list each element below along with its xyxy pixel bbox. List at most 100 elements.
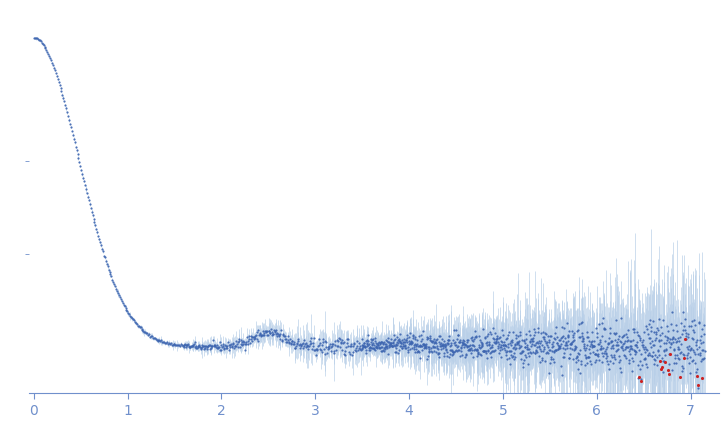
Point	[331, 343, 343, 350]
Point	[223, 341, 234, 348]
Point	[512, 339, 523, 346]
Point	[535, 348, 547, 355]
Point	[614, 356, 626, 363]
Point	[325, 343, 337, 350]
Point	[587, 342, 599, 349]
Point	[540, 349, 552, 356]
Point	[404, 341, 415, 348]
Point	[577, 337, 589, 344]
Point	[392, 350, 404, 357]
Point	[640, 322, 652, 329]
Point	[424, 347, 436, 354]
Point	[404, 346, 416, 353]
Point	[473, 342, 485, 349]
Point	[396, 342, 407, 349]
Point	[156, 339, 168, 346]
Point	[448, 336, 460, 343]
Point	[470, 333, 482, 340]
Point	[511, 340, 523, 347]
Point	[492, 333, 503, 340]
Point	[69, 139, 81, 146]
Point	[642, 330, 653, 337]
Point	[466, 333, 478, 340]
Point	[678, 355, 690, 362]
Point	[635, 377, 647, 384]
Point	[688, 349, 700, 356]
Point	[600, 350, 612, 357]
Point	[282, 333, 293, 340]
Point	[692, 336, 703, 343]
Point	[368, 344, 380, 351]
Point	[99, 254, 110, 261]
Point	[277, 337, 288, 344]
Point	[288, 338, 300, 345]
Point	[415, 341, 426, 348]
Point	[596, 350, 608, 357]
Point	[545, 354, 557, 361]
Point	[675, 340, 687, 347]
Point	[514, 349, 526, 356]
Point	[404, 329, 416, 336]
Point	[425, 335, 436, 342]
Point	[656, 366, 667, 373]
Point	[50, 70, 62, 77]
Point	[537, 341, 548, 348]
Point	[486, 342, 498, 349]
Point	[503, 329, 515, 336]
Point	[466, 346, 478, 353]
Point	[695, 337, 706, 344]
Point	[481, 339, 492, 346]
Point	[415, 337, 427, 344]
Point	[178, 343, 189, 350]
Point	[547, 343, 559, 350]
Point	[105, 273, 117, 280]
Point	[433, 339, 444, 346]
Point	[314, 340, 326, 347]
Point	[510, 332, 521, 339]
Point	[506, 336, 518, 343]
Point	[637, 341, 648, 348]
Point	[401, 334, 412, 341]
Point	[397, 343, 409, 350]
Point	[382, 335, 393, 342]
Point	[428, 343, 440, 350]
Point	[414, 342, 425, 349]
Point	[500, 342, 512, 349]
Point	[425, 344, 437, 351]
Point	[295, 342, 307, 349]
Point	[615, 339, 627, 346]
Point	[352, 347, 364, 354]
Point	[84, 200, 96, 207]
Point	[482, 348, 494, 355]
Point	[621, 344, 633, 351]
Point	[618, 340, 629, 347]
Point	[632, 361, 644, 368]
Point	[695, 339, 706, 346]
Point	[123, 311, 135, 318]
Point	[401, 336, 412, 343]
Point	[267, 331, 279, 338]
Point	[54, 85, 66, 92]
Point	[231, 337, 242, 344]
Point	[129, 319, 141, 326]
Point	[188, 341, 200, 348]
Point	[377, 347, 388, 354]
Point	[638, 345, 650, 352]
Point	[560, 320, 572, 327]
Point	[654, 343, 666, 350]
Point	[619, 346, 630, 353]
Point	[318, 345, 330, 352]
Point	[233, 336, 245, 343]
Point	[281, 335, 293, 342]
Point	[553, 336, 565, 343]
Point	[580, 354, 592, 361]
Point	[101, 260, 113, 267]
Point	[402, 346, 414, 353]
Point	[164, 340, 176, 347]
Point	[78, 178, 90, 185]
Point	[191, 344, 203, 351]
Point	[121, 306, 132, 313]
Point	[394, 342, 406, 349]
Point	[548, 348, 560, 355]
Point	[499, 339, 510, 346]
